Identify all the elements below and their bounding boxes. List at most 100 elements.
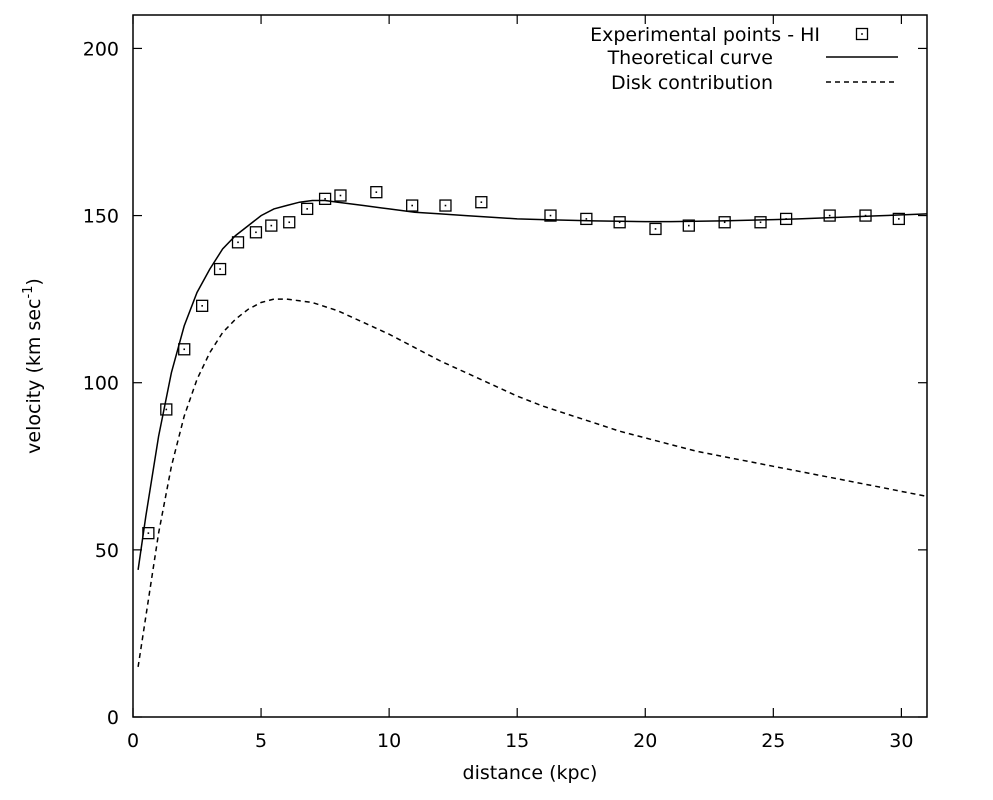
series-line-disk-contribution [137, 298, 927, 668]
data-point-square [718, 216, 731, 229]
data-point-square [301, 202, 314, 216]
data-point-dot [339, 194, 342, 197]
data-point-square [779, 212, 793, 226]
data-point [649, 222, 662, 236]
data-point [544, 209, 557, 222]
data-point-square [370, 186, 383, 199]
data-point-dot [237, 241, 239, 244]
data-point [178, 343, 191, 356]
data-point-dot [898, 218, 900, 220]
y-tick-label: 150 [83, 206, 119, 228]
data-point [318, 192, 332, 206]
x-tick-label: 5 [255, 730, 267, 752]
data-point-square [160, 403, 173, 416]
series-line-theoretical-curve [137, 199, 927, 571]
data-point [213, 262, 227, 276]
data-point [613, 216, 626, 229]
data-point [580, 212, 593, 226]
data-point-square [682, 219, 695, 232]
data-point-square [439, 199, 452, 212]
y-tick-label: 100 [83, 373, 119, 395]
data-point [892, 212, 905, 226]
data-point-dot [618, 221, 621, 224]
data-point-square [892, 212, 905, 226]
data-point-dot [688, 224, 690, 227]
data-point [823, 209, 836, 222]
data-point-square [265, 219, 278, 232]
data-point-square [196, 299, 209, 312]
data-point-square [823, 209, 836, 222]
y-axis-label-text: velocity (km sec [23, 299, 45, 454]
x-tick-label: 25 [761, 730, 785, 752]
data-point-dot [288, 221, 291, 224]
data-point-dot [864, 214, 867, 217]
data-point [283, 216, 296, 229]
data-point-dot [654, 228, 657, 230]
x-axis-label: distance (kpc) [463, 762, 598, 784]
data-point-dot [306, 208, 308, 210]
legend-label-disk: Disk contribution [611, 72, 773, 94]
data-point-square [334, 189, 347, 202]
data-point-square [754, 216, 767, 229]
data-point-dot [375, 191, 378, 193]
legend-keys [826, 27, 898, 83]
y-tick-label: 0 [107, 707, 119, 729]
data-point-square [475, 196, 488, 209]
data-point [779, 212, 793, 226]
data-point-square [580, 212, 593, 226]
y-axis-label-close: ) [23, 278, 45, 285]
data-point [265, 219, 278, 232]
data-point [301, 202, 314, 216]
data-point [718, 216, 731, 229]
data-point-square [649, 222, 662, 236]
data-point-dot [255, 231, 257, 234]
data-point-dot [183, 348, 186, 351]
data-point-dot [270, 224, 273, 227]
data-point-dot [785, 218, 787, 220]
data-point-square [613, 216, 626, 229]
y-tick-label: 50 [95, 540, 119, 562]
data-point-square [544, 209, 557, 222]
data-point-dot [828, 214, 831, 217]
data-point-dot [480, 201, 483, 203]
plot-area [132, 14, 928, 718]
data-point-square [283, 216, 296, 229]
data-point-dot [324, 198, 326, 200]
data-point-dot [147, 532, 150, 534]
data-point [439, 199, 452, 212]
plot-frame [132, 14, 928, 718]
data-point [160, 403, 173, 416]
data-point-square [142, 526, 155, 540]
data-point-square [231, 236, 245, 249]
legend-key-square-dot [861, 33, 863, 35]
data-point-dot [219, 268, 221, 270]
legend-label-experimental: Experimental points - HI [590, 24, 820, 46]
data-point-square [318, 192, 332, 206]
data-point [334, 189, 347, 202]
data-point-dot [585, 218, 588, 220]
y-tick-label: 200 [83, 38, 119, 60]
data-point [754, 216, 767, 229]
legend-key-square [855, 27, 869, 41]
y-axis-label: velocity (km sec-1) [21, 278, 45, 454]
x-tick-label: 10 [377, 730, 401, 752]
data-point-dot [165, 408, 168, 411]
legend-label-theoretical: Theoretical curve [607, 47, 773, 69]
data-point-dot [549, 214, 552, 217]
data-point-square [213, 262, 227, 276]
data-point-square [406, 199, 419, 212]
data-point-square [178, 343, 191, 356]
x-tick-label: 0 [127, 730, 139, 752]
data-point [406, 199, 419, 212]
x-tick-label: 15 [505, 730, 529, 752]
data-point-dot [201, 305, 203, 307]
data-point-dot [444, 204, 447, 207]
x-tick-label: 30 [889, 730, 913, 752]
series-layer [137, 186, 927, 668]
data-point [682, 219, 695, 232]
y-axis-label-superscript: -1 [21, 286, 36, 299]
data-point [475, 196, 488, 209]
data-point [370, 186, 383, 199]
